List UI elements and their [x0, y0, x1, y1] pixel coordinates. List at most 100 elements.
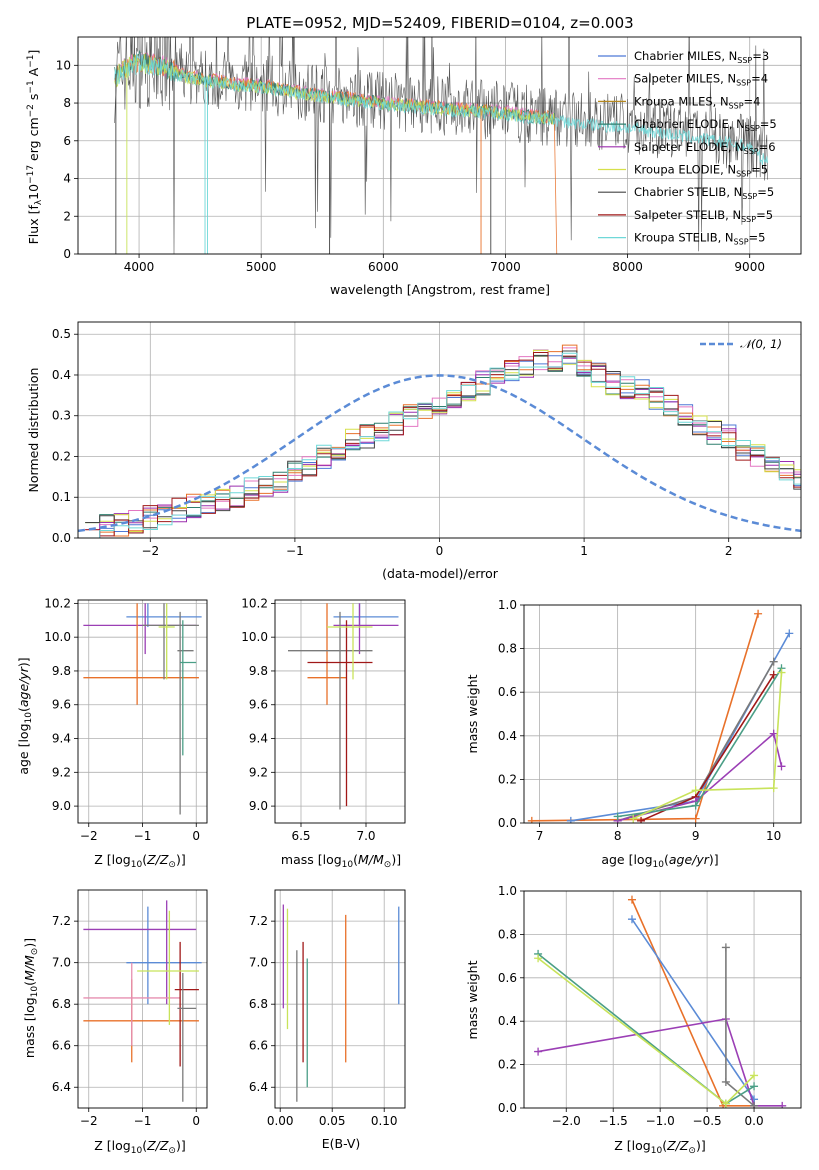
mass-weight-marker [769, 784, 778, 793]
plot-area [78, 344, 801, 538]
legend-entry: Chabrier MILES, NSSP=3 [634, 49, 769, 65]
mass-weight-marker [769, 657, 778, 666]
x-tick-label: 0 [192, 1114, 200, 1128]
spectrum-panel: 4000 5000 6000 7000 8000 9000 0 2 4 6 8 10 [56, 36, 802, 274]
y-tick-label: 9.2 [249, 765, 268, 779]
mass-weight-line [631, 899, 755, 1107]
histogram-step-k_stelib [85, 352, 801, 538]
mass-weight-marker [778, 1101, 787, 1108]
legend-entry: Chabrier ELODIE, NSSP=5 [634, 117, 777, 133]
y-tick-label: 7.0 [249, 956, 268, 970]
x-tick-label: 5000 [246, 260, 277, 274]
y-tick-label: 9.6 [52, 698, 71, 712]
legend-entry: Kroupa ELODIE, NSSP=5 [634, 163, 768, 179]
residuals-panel: −2 −1 0 1 2 0.0 0.1 0.2 0.3 0.4 0.5 [52, 321, 802, 558]
axes-frame [77, 599, 208, 824]
y-tick-label: 9.2 [52, 765, 71, 779]
mass-weight-marker [777, 762, 786, 771]
spectrum-ylabel: Flux [fλ10−17 erg cm−2 s−1 A−1] [26, 50, 44, 245]
y-tick-label: 0.4 [52, 368, 71, 382]
mass-weight-marker [721, 1077, 730, 1086]
y-tick-label: 8 [63, 96, 71, 110]
x-tick-label: −2.0 [552, 1114, 581, 1128]
y-tick-label: 0.2 [498, 1058, 517, 1072]
histogram-step-k_elodie [85, 349, 801, 532]
mass-weight-marker [613, 812, 622, 821]
plot-area [83, 603, 202, 815]
y-tick-label: 0.8 [498, 927, 517, 941]
histogram-step-c_stelib [85, 350, 801, 529]
x-tick-label: 7 [536, 829, 544, 843]
x-tick-label: −1 [134, 829, 152, 843]
y-tick-label: 0.2 [498, 772, 517, 786]
x-tick-label: 0.0 [745, 1114, 764, 1128]
mass-weight-marker [627, 895, 636, 904]
y-tick-label: 9.0 [52, 799, 71, 813]
mw-z-ylabel: mass weight [465, 960, 480, 1039]
axes-frame [77, 36, 802, 255]
axes-frame [274, 889, 406, 1109]
mass-weight-marker [769, 670, 778, 679]
y-tick-label: 1.0 [498, 598, 517, 612]
y-tick-label: 0.2 [52, 449, 71, 463]
y-tick-label: 2 [63, 209, 71, 223]
y-tick-label: 0.0 [498, 816, 517, 830]
x-tick-label: 0.00 [267, 1114, 294, 1128]
x-tick-label: 8000 [612, 260, 643, 274]
histogram-step-orange [85, 344, 801, 538]
legend-entry: Kroupa MILES, NSSP=4 [634, 94, 760, 110]
axes-frame [77, 321, 802, 539]
axes-frame [77, 889, 208, 1109]
mass-weight-marker [627, 915, 636, 924]
legend-entry: Salpeter MILES, NSSP=4 [634, 72, 768, 88]
mass-weight-marker [721, 1099, 730, 1108]
plot-area [83, 900, 202, 1102]
x-tick-label: −0.5 [693, 1114, 722, 1128]
x-tick-label: −2 [80, 1114, 98, 1128]
mass-weight-marker [750, 1101, 759, 1108]
mass-weight-marker [566, 816, 575, 823]
y-tick-label: 6.8 [52, 997, 71, 1011]
mass-weight-marker [750, 1082, 759, 1091]
mw-z-xlabel: Z [log10(Z/Z⊙)] [614, 1138, 705, 1156]
age-vs-mass-panel: 6.5 7.0 9.0 9.2 9.4 9.6 9.8 10.0 10.2 [241, 596, 406, 843]
plot-area [534, 895, 787, 1108]
x-tick-label: 9000 [734, 260, 765, 274]
plot-area [527, 609, 794, 823]
spectrum-line-k_stelib [114, 52, 768, 167]
mass-weight-vs-metallicity-panel: −2.0 −1.5 −1.0 −0.5 0.0 0.0 0.2 0.4 0.6 0.8 1.0 [498, 884, 802, 1128]
y-tick-label: 0.5 [52, 327, 71, 341]
mass-weight-marker [534, 954, 543, 963]
legend-entry: Salpeter ELODIE, NSSP=6 [634, 140, 776, 156]
y-tick-label: 0.0 [52, 531, 71, 545]
y-tick-label: 7.2 [249, 914, 268, 928]
y-tick-label: 10.0 [44, 630, 71, 644]
histogram-step-s_elodie [85, 349, 801, 538]
x-tick-label: 0.05 [319, 1114, 346, 1128]
age-z-ylabel: age [log10(age/yr)] [16, 657, 34, 774]
normal-curve [78, 374, 801, 533]
y-tick-label: 6.4 [52, 1080, 71, 1094]
x-tick-label: −2 [141, 544, 159, 558]
x-tick-label: 10 [766, 829, 781, 843]
mass-weight-line [725, 947, 755, 1107]
x-tick-label: 8 [614, 829, 622, 843]
x-tick-label: 2 [725, 544, 733, 558]
x-tick-label: 7000 [490, 260, 521, 274]
mass-weight-marker [527, 816, 536, 823]
y-tick-label: 0.6 [498, 685, 517, 699]
mass-weight-marker [637, 816, 646, 823]
y-tick-label: 10.0 [241, 630, 268, 644]
x-tick-label: 6.5 [291, 829, 310, 843]
ebv-xlabel: E(B-V) [322, 1136, 361, 1151]
age-vs-metallicity-panel: −2 −1 0 9.0 9.2 9.4 9.6 9.8 10.0 10.2 [44, 596, 208, 843]
figure-title: PLATE=0952, MJD=52409, FIBERID=0104, z=0… [246, 14, 633, 32]
y-tick-label: 0.6 [498, 971, 517, 985]
axes-frame [523, 604, 802, 824]
mass-weight-marker [691, 801, 700, 810]
y-tick-label: 6.6 [249, 1039, 268, 1053]
x-tick-label: −1.0 [646, 1114, 675, 1128]
x-tick-label: 6000 [368, 260, 399, 274]
x-tick-label: 7.0 [356, 829, 375, 843]
